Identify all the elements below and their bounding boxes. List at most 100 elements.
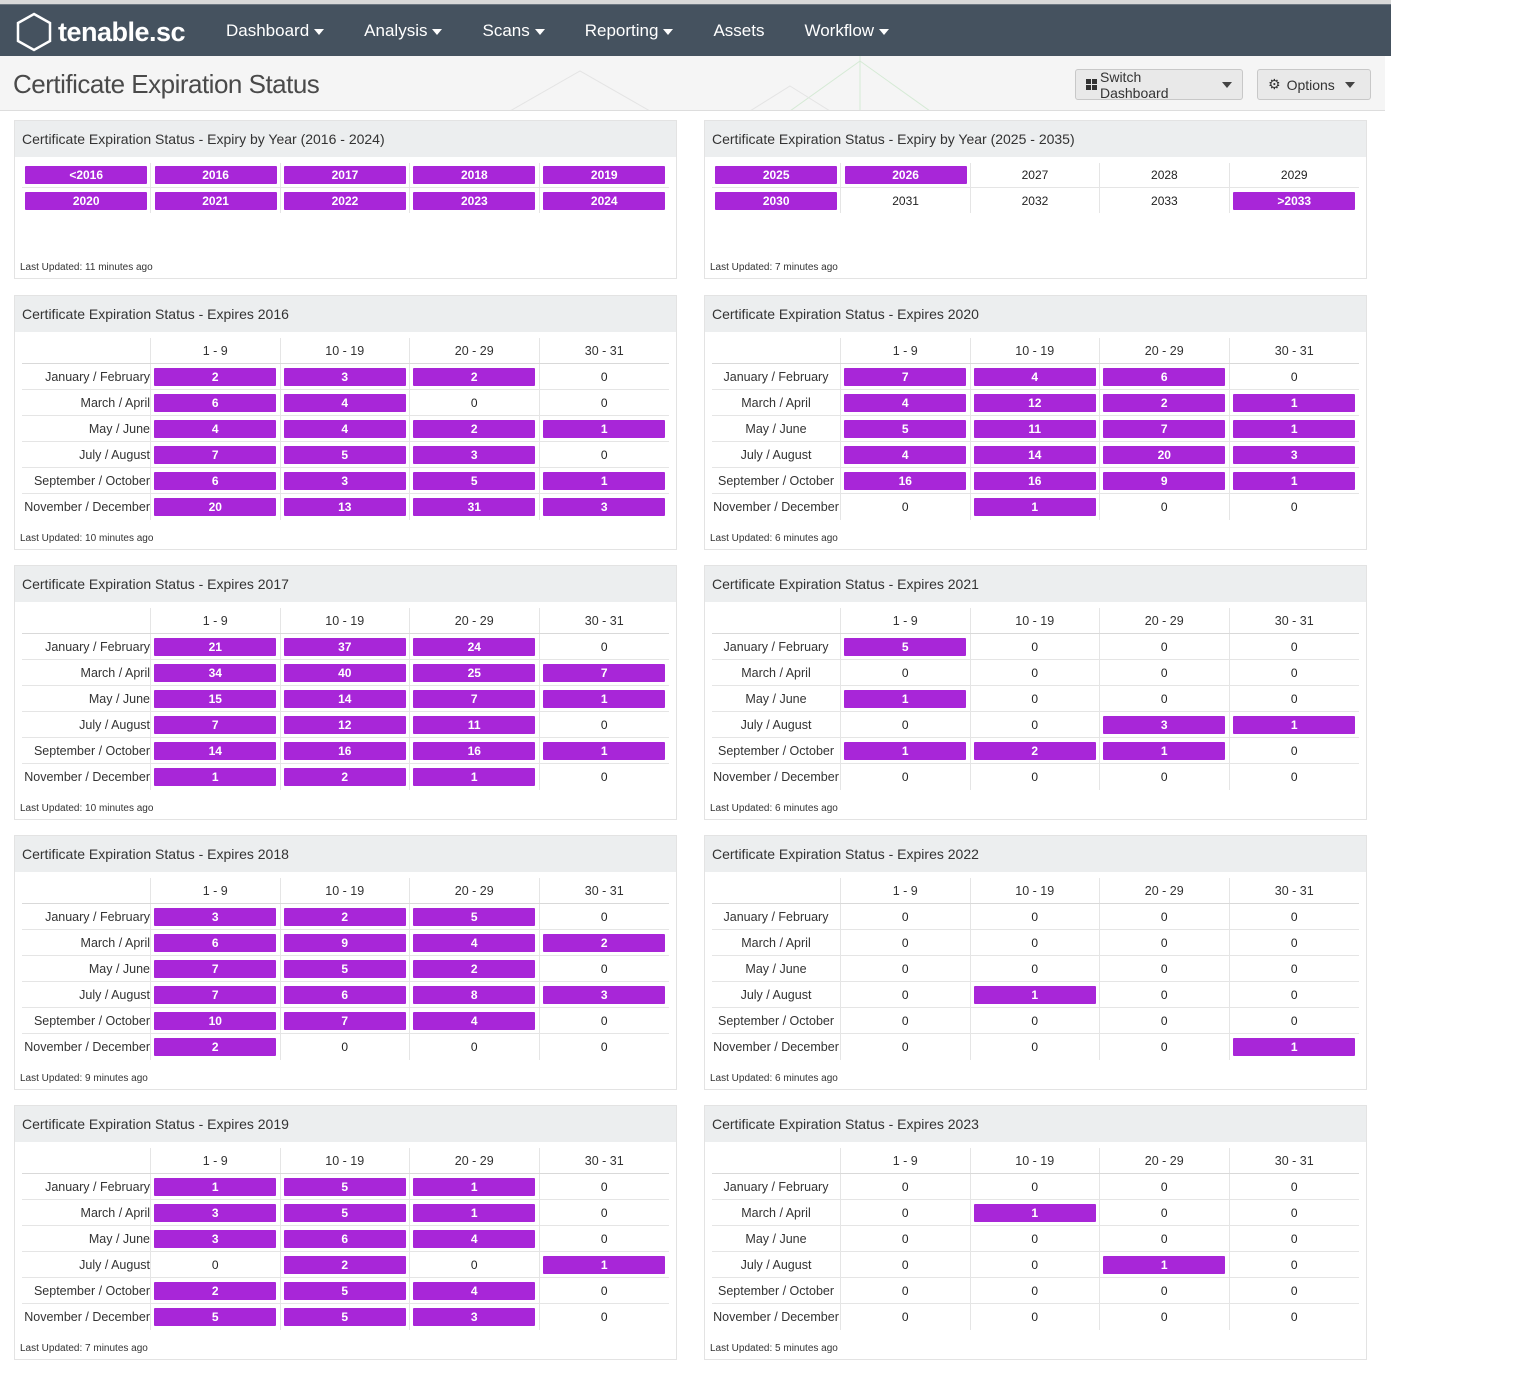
count-bar[interactable]: 1 xyxy=(154,768,277,786)
count-bar[interactable]: 4 xyxy=(413,1281,536,1300)
count-bar[interactable]: 2 xyxy=(154,1038,277,1056)
count-bar[interactable]: 1 xyxy=(543,689,666,708)
count-bar[interactable]: 2 xyxy=(154,367,277,386)
count-bar[interactable]: 3 xyxy=(543,985,666,1004)
count-bar[interactable]: 4 xyxy=(844,393,967,412)
count-bar[interactable]: 1 xyxy=(413,1203,536,1222)
year-link[interactable]: 2016 xyxy=(154,166,277,184)
count-bar[interactable]: 4 xyxy=(283,419,406,438)
count-bar[interactable]: 25 xyxy=(413,663,536,682)
options-button[interactable]: ⚙ Options xyxy=(1257,69,1371,100)
count-bar[interactable]: 14 xyxy=(283,689,406,708)
count-bar[interactable]: 6 xyxy=(283,985,406,1004)
count-bar[interactable]: 10 xyxy=(154,1011,277,1030)
year-link[interactable]: 2018 xyxy=(413,166,536,184)
count-bar[interactable]: 6 xyxy=(283,1229,406,1248)
count-bar[interactable]: 1 xyxy=(543,1255,666,1274)
count-bar[interactable]: 4 xyxy=(413,1011,536,1030)
count-bar[interactable]: 20 xyxy=(154,498,277,516)
year-link[interactable]: 2017 xyxy=(283,166,406,184)
count-bar[interactable]: 1 xyxy=(154,1177,277,1196)
count-bar[interactable]: 1 xyxy=(1233,1038,1356,1056)
count-bar[interactable]: 1 xyxy=(1233,715,1356,734)
count-bar[interactable]: 1 xyxy=(1103,741,1226,760)
count-bar[interactable]: 1 xyxy=(973,1203,1096,1222)
count-bar[interactable]: 4 xyxy=(973,367,1096,386)
count-bar[interactable]: 5 xyxy=(283,445,406,464)
count-bar[interactable]: 7 xyxy=(413,689,536,708)
brand[interactable]: tenable.sc xyxy=(14,12,186,52)
count-bar[interactable]: 34 xyxy=(154,663,277,682)
count-bar[interactable]: 1 xyxy=(1233,393,1356,412)
count-bar[interactable]: 3 xyxy=(413,445,536,464)
count-bar[interactable]: 16 xyxy=(973,471,1096,490)
count-bar[interactable]: 7 xyxy=(844,367,967,386)
count-bar[interactable]: 2 xyxy=(413,959,536,978)
count-bar[interactable]: 3 xyxy=(413,1308,536,1326)
count-bar[interactable]: 7 xyxy=(154,445,277,464)
count-bar[interactable]: 12 xyxy=(973,393,1096,412)
count-bar[interactable]: 7 xyxy=(283,1011,406,1030)
count-bar[interactable]: 3 xyxy=(1233,445,1356,464)
year-link[interactable]: 2023 xyxy=(413,191,536,210)
count-bar[interactable]: 11 xyxy=(973,419,1096,438)
count-bar[interactable]: 4 xyxy=(413,933,536,952)
count-bar[interactable]: 1 xyxy=(413,1177,536,1196)
count-bar[interactable]: 31 xyxy=(413,498,536,516)
count-bar[interactable]: 5 xyxy=(844,637,967,656)
count-bar[interactable]: 7 xyxy=(154,959,277,978)
count-bar[interactable]: 1 xyxy=(413,768,536,786)
count-bar[interactable]: 20 xyxy=(1103,445,1226,464)
count-bar[interactable]: 2 xyxy=(413,419,536,438)
count-bar[interactable]: 5 xyxy=(154,1308,277,1326)
count-bar[interactable]: 7 xyxy=(1103,419,1226,438)
count-bar[interactable]: 6 xyxy=(154,471,277,490)
count-bar[interactable]: 7 xyxy=(543,663,666,682)
count-bar[interactable]: 1 xyxy=(1103,1255,1226,1274)
count-bar[interactable]: 5 xyxy=(283,1308,406,1326)
year-link[interactable]: 2030 xyxy=(715,191,838,210)
count-bar[interactable]: 6 xyxy=(154,393,277,412)
count-bar[interactable]: 14 xyxy=(973,445,1096,464)
year-link[interactable]: 2020 xyxy=(25,191,148,210)
count-bar[interactable]: 5 xyxy=(413,907,536,926)
year-link[interactable]: 2024 xyxy=(543,191,666,210)
count-bar[interactable]: 4 xyxy=(413,1229,536,1248)
count-bar[interactable]: 16 xyxy=(283,741,406,760)
count-bar[interactable]: 2 xyxy=(973,741,1096,760)
count-bar[interactable]: 5 xyxy=(844,419,967,438)
year-link[interactable]: 2022 xyxy=(283,191,406,210)
count-bar[interactable]: 5 xyxy=(283,1177,406,1196)
count-bar[interactable]: 1 xyxy=(844,689,967,708)
count-bar[interactable]: 3 xyxy=(154,1203,277,1222)
count-bar[interactable]: 1 xyxy=(543,471,666,490)
count-bar[interactable]: 12 xyxy=(283,715,406,734)
count-bar[interactable]: 4 xyxy=(154,419,277,438)
count-bar[interactable]: 24 xyxy=(413,637,536,656)
year-link[interactable]: 2025 xyxy=(715,166,838,184)
count-bar[interactable]: 1 xyxy=(973,985,1096,1004)
count-bar[interactable]: 3 xyxy=(283,471,406,490)
count-bar[interactable]: 4 xyxy=(844,445,967,464)
nav-analysis[interactable]: Analysis xyxy=(364,21,443,41)
count-bar[interactable]: 2 xyxy=(154,1281,277,1300)
count-bar[interactable]: 9 xyxy=(283,933,406,952)
nav-scans[interactable]: Scans xyxy=(482,21,545,41)
count-bar[interactable]: 13 xyxy=(283,498,406,516)
year-link[interactable]: 2019 xyxy=(543,166,666,184)
count-bar[interactable]: 40 xyxy=(283,663,406,682)
count-bar[interactable]: 2 xyxy=(413,367,536,386)
count-bar[interactable]: 1 xyxy=(543,419,666,438)
count-bar[interactable]: 9 xyxy=(1103,471,1226,490)
count-bar[interactable]: 1 xyxy=(844,741,967,760)
count-bar[interactable]: 3 xyxy=(543,498,666,516)
count-bar[interactable]: 15 xyxy=(154,689,277,708)
year-link[interactable]: 2021 xyxy=(154,191,277,210)
count-bar[interactable]: 14 xyxy=(154,741,277,760)
count-bar[interactable]: 2 xyxy=(283,907,406,926)
year-link[interactable]: >2033 xyxy=(1233,191,1356,210)
count-bar[interactable]: 37 xyxy=(283,637,406,656)
count-bar[interactable]: 1 xyxy=(1233,419,1356,438)
count-bar[interactable]: 5 xyxy=(413,471,536,490)
count-bar[interactable]: 3 xyxy=(283,367,406,386)
